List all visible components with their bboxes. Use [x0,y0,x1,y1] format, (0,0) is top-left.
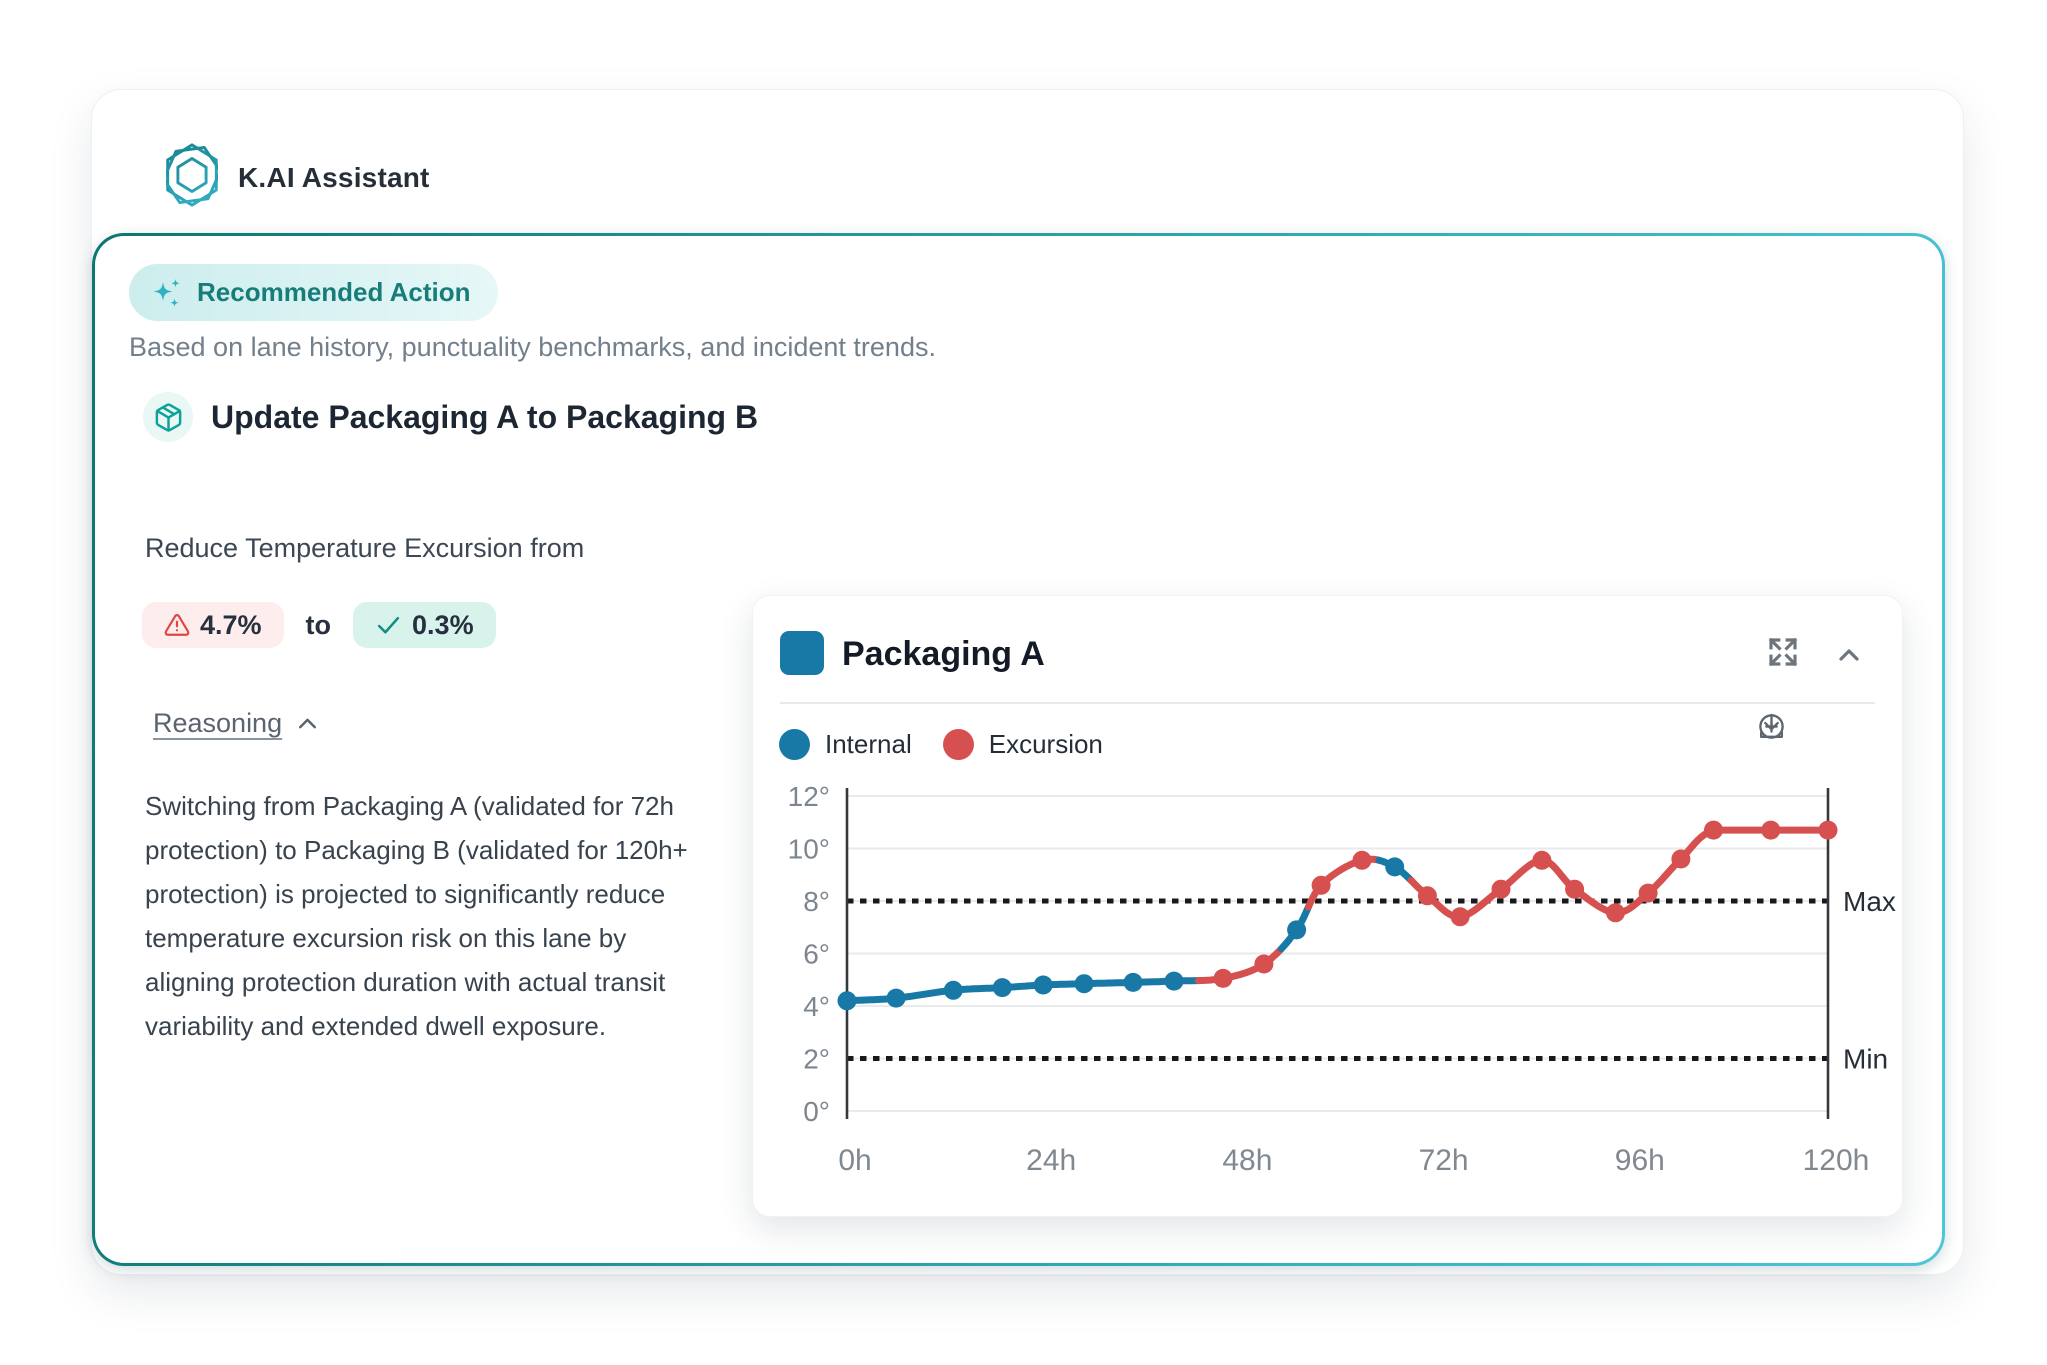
svg-text:4°: 4° [803,991,830,1022]
svg-text:12°: 12° [788,781,830,812]
expand-chart-button[interactable] [1765,634,1801,670]
package-icon-circle [143,392,193,442]
svg-text:96h: 96h [1615,1144,1665,1177]
app-header: K.AI Assistant [162,140,430,215]
recommendation-card-border: Recommended Action Based on lane history… [92,233,1945,1266]
action-title: Update Packaging A to Packaging B [211,398,759,435]
svg-text:24h: 24h [1026,1144,1076,1177]
download-button[interactable] [1756,711,1787,742]
svg-text:0°: 0° [803,1096,830,1127]
legend-label: Excursion [988,728,1103,759]
download-tray-icon [1756,713,1787,745]
impact-badges: 4.7% to 0.3% [142,602,496,648]
expand-arrows-icon [1765,637,1801,673]
packaging-chart-card: Packaging A [752,595,1903,1217]
recommendation-subtitle: Based on lane history, punctuality bench… [129,332,936,362]
reasoning-text: Switching from Packaging A (validated fo… [145,791,688,1041]
recommendation-card: Recommended Action Based on lane history… [95,236,1942,1263]
chevron-up-icon [1833,649,1865,674]
excursion-from-value: 4.7% [200,609,262,640]
check-icon [375,612,402,639]
impact-text: Reduce Temperature Excursion from [145,533,585,563]
to-label: to [305,609,332,640]
divider [780,702,1875,704]
internal-series-dot [779,728,810,760]
chart-title: Packaging A [842,635,1045,673]
sparkles-icon [150,276,184,310]
svg-text:Min: Min [1843,1044,1888,1075]
recommended-action-label: Recommended Action [197,277,471,307]
svg-text:0h: 0h [838,1144,871,1177]
assistant-panel: K.AI Assistant Recommended Action Based … [91,89,1964,1275]
legend-label: Internal [825,728,912,759]
excursion-to-value: 0.3% [412,609,474,640]
excursion-from-badge: 4.7% [142,602,284,648]
action-row: Update Packaging A to Packaging B [143,392,758,442]
svg-text:8°: 8° [803,886,830,917]
svg-text:10°: 10° [788,834,830,865]
svg-text:Max: Max [1843,886,1896,917]
svg-text:48h: 48h [1222,1144,1272,1177]
collapse-chart-button[interactable] [1833,639,1865,671]
svg-text:72h: 72h [1419,1144,1469,1177]
kai-logo-icon [162,140,222,215]
warning-triangle-icon [164,612,190,638]
svg-text:2°: 2° [803,1044,830,1075]
temperature-chart[interactable]: 0° 2° 4° 6° 8° 10° 12° Max Min 0h 24h 48h 72h 96h 120h [753,596,1902,1216]
reasoning-toggle[interactable]: Reasoning [153,708,321,739]
package-icon [153,402,184,433]
app-title: K.AI Assistant [238,161,430,193]
reasoning-link[interactable]: Reasoning [153,708,283,738]
excursion-series-dot [942,728,974,760]
chevron-up-icon[interactable] [294,710,321,737]
svg-text:120h: 120h [1803,1144,1870,1177]
legend-item-excursion[interactable]: Excursion [942,728,1103,760]
svg-text:6°: 6° [803,939,830,970]
excursion-to-badge: 0.3% [353,602,496,648]
legend-item-internal[interactable]: Internal [779,728,912,760]
series-color-swatch [780,631,824,675]
recommended-action-badge: Recommended Action [129,264,498,321]
chart-legend: Internal Excursion [779,727,1103,761]
